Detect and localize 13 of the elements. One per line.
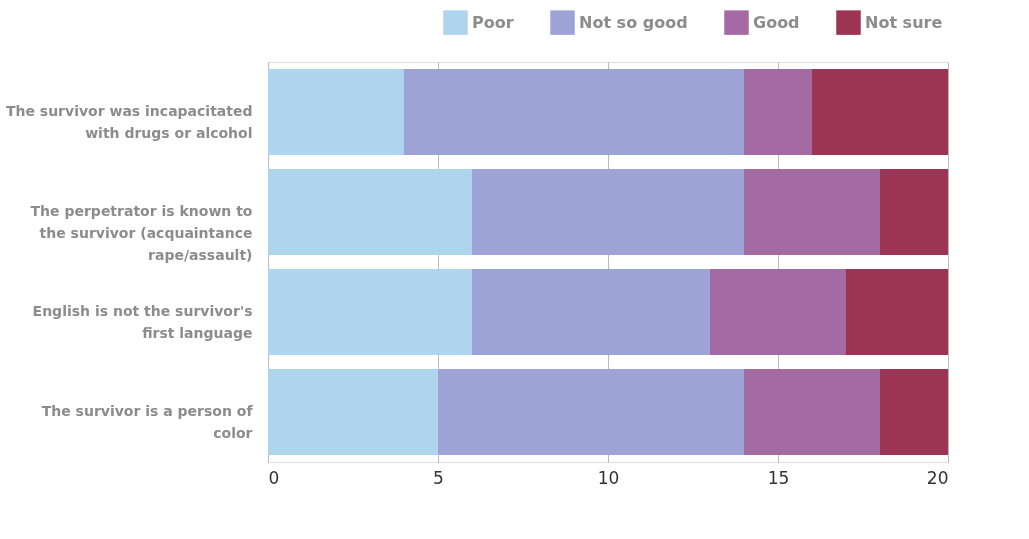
y-tick-label: The perpetrator is known to the survivor (acquaintance rape/assault) xyxy=(30,203,253,263)
legend-label: Poor xyxy=(472,12,514,32)
x-tick-label: 20 xyxy=(926,467,949,488)
legend-label: Not so good xyxy=(579,12,688,32)
y-tick-label: The survivor was incapacitated with drugs or alcohol xyxy=(5,103,253,141)
y-tick-label: The survivor is a person of color xyxy=(41,403,254,441)
legend-label: Not sure xyxy=(865,12,943,32)
x-tick-label: 5 xyxy=(433,467,444,488)
x-tick-label: 15 xyxy=(767,467,790,488)
y-tick-label: English is not the survivor's first language xyxy=(32,303,253,341)
x-tick-label: 10 xyxy=(597,467,620,488)
x-tick-label: 0 xyxy=(268,467,280,488)
legend-label: Good xyxy=(753,12,800,32)
